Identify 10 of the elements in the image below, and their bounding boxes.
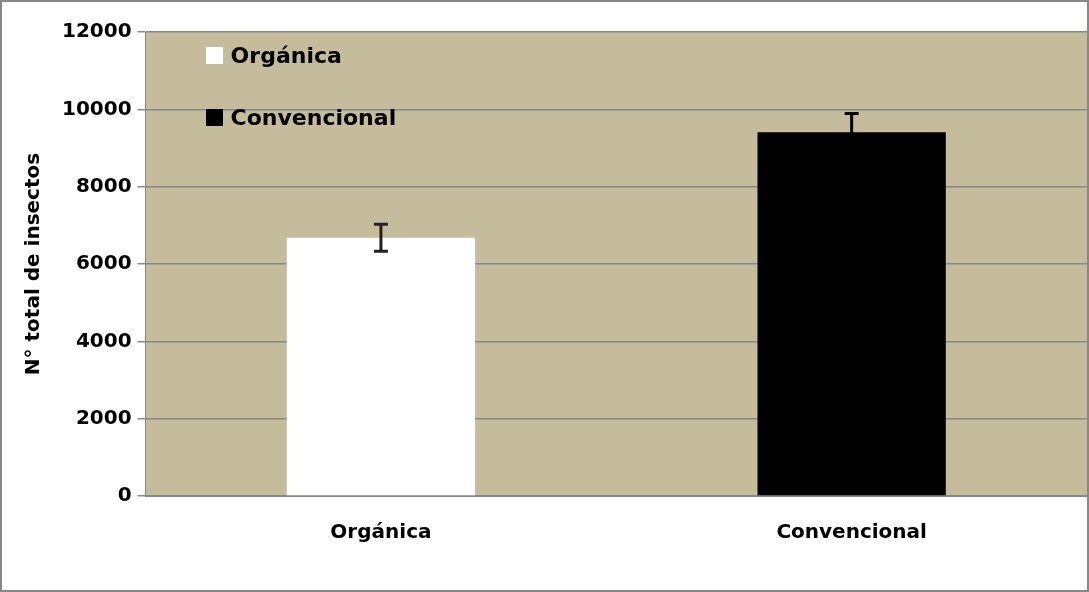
y-tick-label: 12000	[61, 18, 132, 43]
y-tick-label: 6000	[75, 250, 132, 275]
y-axis-title: N° total de insectos	[20, 152, 45, 376]
legend-label: Convencional	[230, 104, 397, 130]
y-tick-label: 0	[117, 482, 132, 507]
y-tick-label: 8000	[75, 172, 132, 197]
legend-label: Orgánica	[230, 42, 342, 68]
y-tick-label: 4000	[75, 327, 132, 352]
y-tick-label: 10000	[61, 95, 132, 120]
y-tick-label: 2000	[75, 404, 132, 429]
